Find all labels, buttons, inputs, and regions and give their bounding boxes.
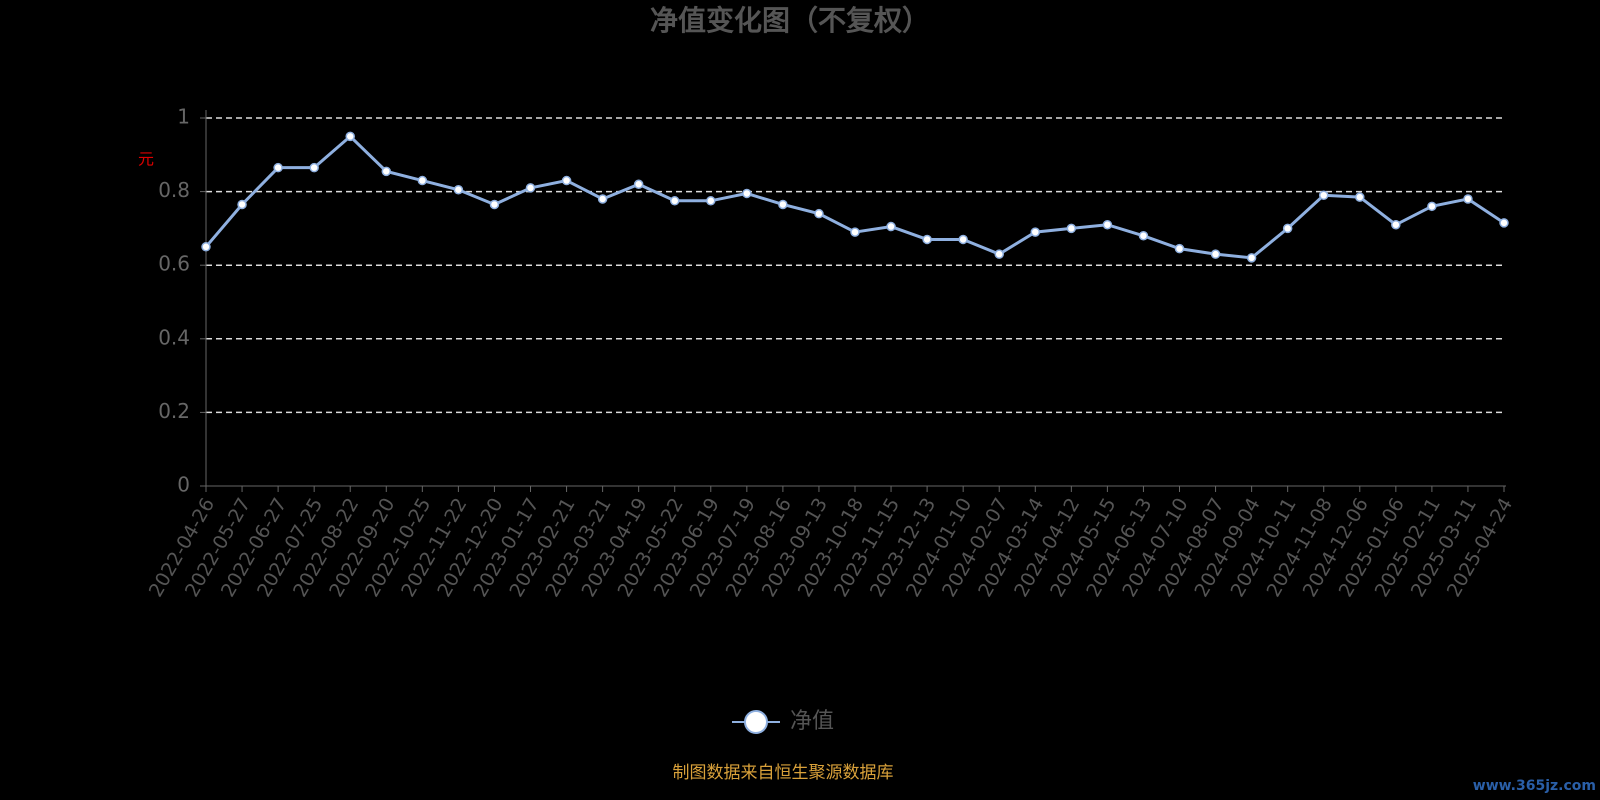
point bbox=[1355, 192, 1365, 202]
point bbox=[1102, 219, 1113, 230]
chart-title: 净值变化图（不复权） bbox=[650, 4, 930, 37]
point bbox=[994, 249, 1004, 259]
point bbox=[742, 188, 752, 199]
y-tick-label: 0.6 bbox=[158, 252, 190, 276]
point bbox=[201, 242, 211, 252]
point bbox=[1246, 253, 1257, 263]
source-note: 制图数据来自恒生聚源数据库 bbox=[673, 763, 894, 783]
point bbox=[850, 227, 860, 237]
point bbox=[922, 234, 932, 245]
point bbox=[561, 175, 572, 186]
point bbox=[1174, 243, 1185, 254]
y-tick-label: 0.8 bbox=[158, 178, 190, 202]
point bbox=[1391, 219, 1401, 230]
point bbox=[345, 131, 355, 142]
point bbox=[669, 196, 680, 206]
y-axis-label: 元 bbox=[138, 150, 154, 169]
y-tick-label: 0.2 bbox=[158, 399, 190, 423]
point bbox=[1318, 190, 1329, 201]
point bbox=[633, 179, 644, 189]
point bbox=[525, 183, 536, 193]
y-tick-label: 0 bbox=[177, 473, 190, 497]
point bbox=[958, 234, 968, 245]
point bbox=[597, 194, 608, 204]
legend-label: 净值 bbox=[790, 709, 834, 734]
point bbox=[1499, 218, 1509, 228]
point bbox=[309, 162, 319, 173]
y-tick-label: 1 bbox=[177, 105, 190, 129]
point bbox=[1210, 249, 1221, 259]
point bbox=[1066, 223, 1077, 234]
point bbox=[706, 196, 716, 206]
point bbox=[1427, 201, 1437, 212]
point bbox=[1138, 231, 1149, 241]
point bbox=[1463, 194, 1473, 204]
point bbox=[237, 199, 247, 210]
point bbox=[453, 185, 464, 195]
point bbox=[1282, 223, 1293, 234]
point bbox=[1030, 227, 1041, 237]
point bbox=[814, 208, 824, 219]
y-tick-label: 0.4 bbox=[158, 325, 190, 349]
watermark: www.365jz.com bbox=[1473, 778, 1596, 794]
legend-symbol bbox=[744, 710, 768, 734]
point bbox=[886, 221, 896, 232]
point bbox=[381, 166, 392, 177]
point bbox=[273, 162, 283, 173]
point bbox=[417, 175, 428, 186]
series-line bbox=[204, 134, 1505, 260]
point bbox=[778, 199, 788, 210]
point bbox=[489, 199, 500, 210]
